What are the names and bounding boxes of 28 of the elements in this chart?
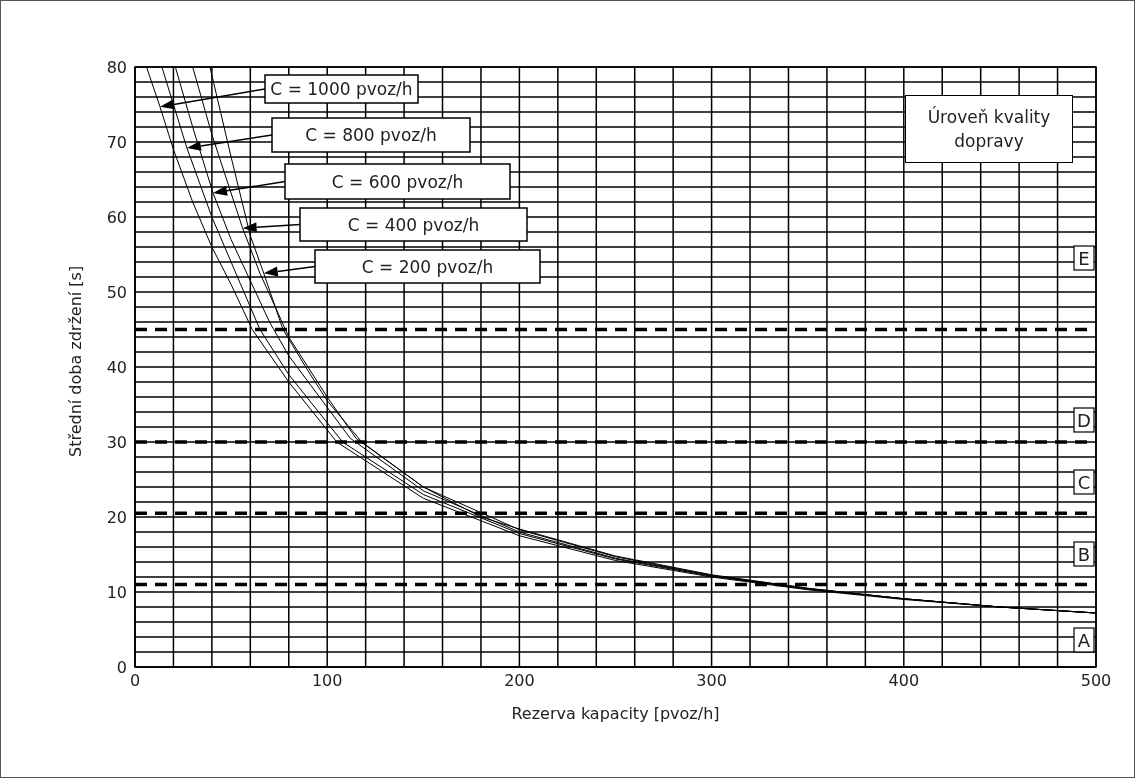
y-tick-label: 70 <box>106 132 127 152</box>
y-tick-label: 40 <box>106 357 127 377</box>
x-axis-title: Rezerva kapacity [pvoz/h] <box>511 704 720 723</box>
y-tick-label: 30 <box>106 432 127 452</box>
y-tick-label: 0 <box>116 657 127 677</box>
annotation: B <box>1077 544 1091 565</box>
text: C = 1000 pvoz/h <box>270 79 413 99</box>
annotation: C <box>1077 472 1091 493</box>
annotation: A <box>1077 630 1091 651</box>
y-tick-label: 20 <box>106 507 127 527</box>
legend-label: C = 800 pvoz/h <box>305 125 437 145</box>
y-axis-title: Střední doba zdržení [s] <box>65 265 85 457</box>
text: C = 200 pvoz/h <box>361 256 494 277</box>
x-tick-label: 0 <box>129 671 141 691</box>
x-tick-label: 200 <box>504 671 535 691</box>
y-tick-label: 80 <box>106 57 127 77</box>
text: C = 600 pvoz/h <box>331 171 464 192</box>
x-tick-label: 100 <box>311 671 343 691</box>
annotation: D <box>1077 410 1091 431</box>
annotation: E <box>1078 248 1090 269</box>
text: C = 400 pvoz/h <box>347 214 480 235</box>
x-tick-label: 400 <box>888 671 920 691</box>
annotation: Úroveň kvality dopravy <box>905 95 1073 163</box>
y-tick-label: 10 <box>106 582 127 602</box>
x-tick-label: 300 <box>696 671 727 691</box>
y-tick-label: 50 <box>106 282 127 302</box>
y-tick-label: 60 <box>106 207 127 227</box>
x-tick-label: 500 <box>1080 671 1112 691</box>
